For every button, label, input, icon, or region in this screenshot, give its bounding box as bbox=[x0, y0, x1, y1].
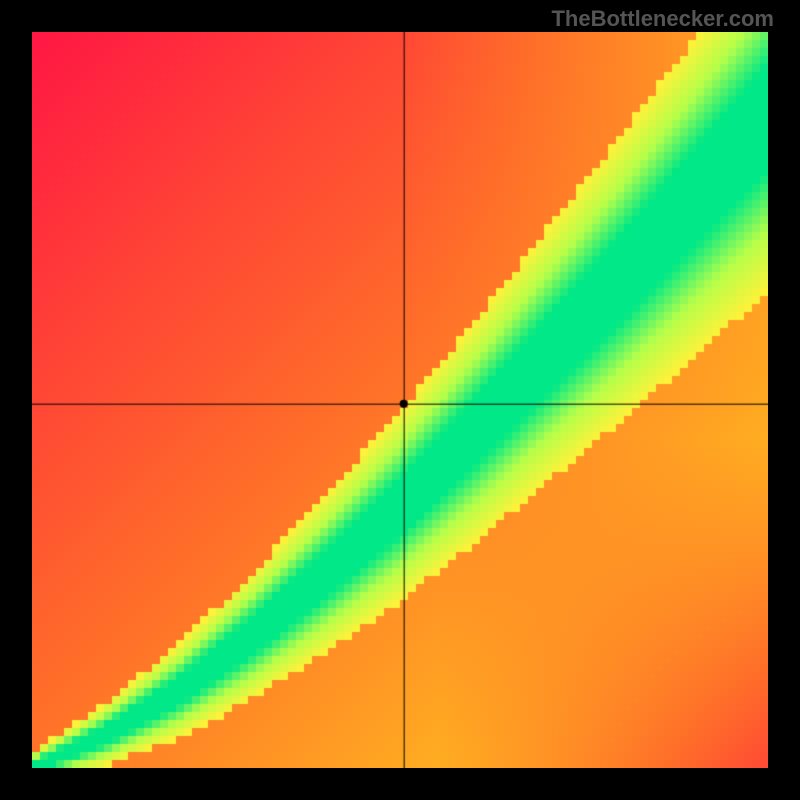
chart-container: TheBottlenecker.com bbox=[0, 0, 800, 800]
bottleneck-heatmap bbox=[32, 32, 768, 768]
watermark-text: TheBottlenecker.com bbox=[551, 6, 774, 32]
